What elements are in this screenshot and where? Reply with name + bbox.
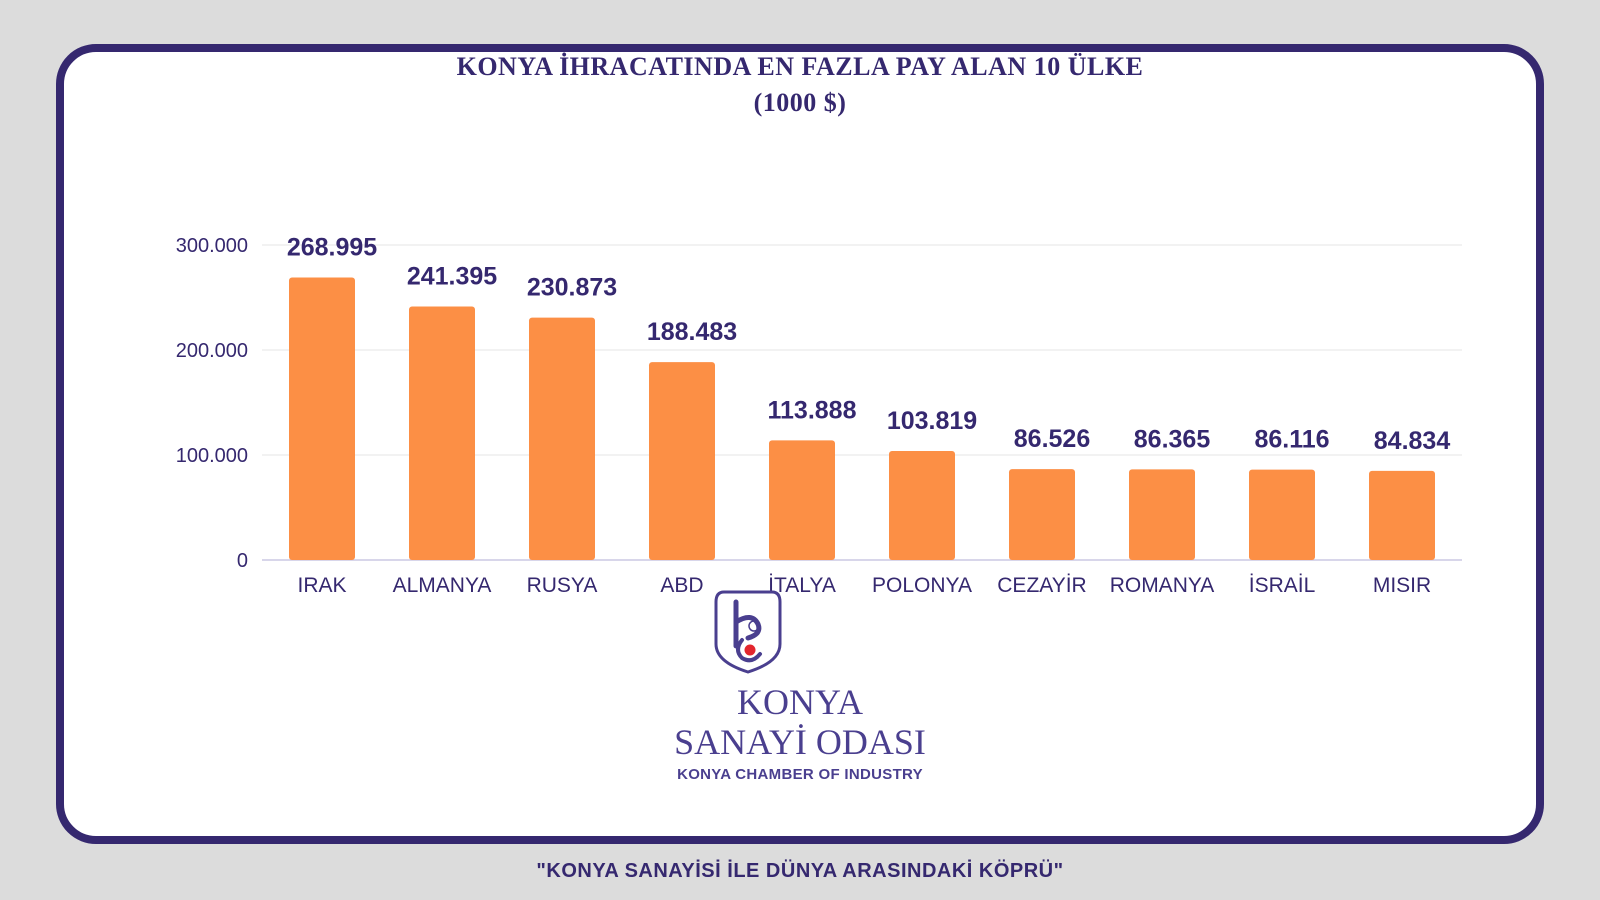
data-label: 268.995	[287, 234, 377, 262]
bar-chart: 0 100.000 200.000 300.000 268.995 IRAK 241.395…	[176, 234, 1462, 597]
logo-english-name: KONYA CHAMBER OF INDUSTRY	[677, 766, 923, 783]
bar	[769, 440, 835, 560]
data-label: 103.819	[887, 407, 977, 435]
data-label: 86.365	[1134, 425, 1211, 453]
bar	[1009, 469, 1075, 560]
x-tick-label: CEZAYİR	[997, 574, 1086, 597]
data-label: 86.116	[1254, 426, 1329, 454]
logo-name-line1: KONYA	[737, 682, 863, 722]
slogan: "KONYA SANAYİSİ İLE DÜNYA ARASINDAKİ KÖP…	[536, 860, 1064, 882]
x-tick-label: IRAK	[297, 574, 346, 597]
bar	[529, 317, 595, 560]
data-label: 84.834	[1374, 427, 1451, 455]
data-label: 113.888	[768, 396, 857, 424]
x-tick-label: İTALYA	[768, 574, 836, 597]
x-tick-label: RUSYA	[527, 574, 598, 597]
x-tick-label: ROMANYA	[1110, 574, 1215, 597]
chart-subtitle: (1000 $)	[753, 88, 847, 117]
bar	[1129, 469, 1195, 560]
bar	[889, 450, 955, 560]
bar	[1249, 469, 1315, 560]
y-tick-label: 0	[237, 550, 248, 572]
y-tick-label: 200.000	[176, 340, 248, 362]
y-tick-label: 100.000	[176, 445, 248, 467]
x-tick-label: MISIR	[1373, 574, 1431, 597]
data-label: 188.483	[647, 318, 737, 346]
logo-name-line2: SANAYİ ODASI	[674, 722, 926, 762]
y-tick-label: 300.000	[176, 235, 248, 257]
data-label: 230.873	[527, 274, 617, 302]
data-label: 86.526	[1014, 425, 1090, 453]
chart-title: KONYA İHRACATINDA EN FAZLA PAY ALAN 10 Ü…	[456, 52, 1144, 81]
x-tick-label: ABD	[660, 574, 703, 597]
bar	[289, 277, 355, 560]
bar	[649, 362, 715, 560]
x-tick-label: POLONYA	[872, 574, 972, 597]
chamber-logo-icon	[714, 590, 782, 674]
x-tick-label: ALMANYA	[393, 574, 492, 597]
bar	[409, 306, 475, 560]
bar	[1369, 470, 1435, 560]
data-label: 241.395	[407, 263, 497, 291]
x-tick-label: İSRAİL	[1249, 574, 1316, 597]
